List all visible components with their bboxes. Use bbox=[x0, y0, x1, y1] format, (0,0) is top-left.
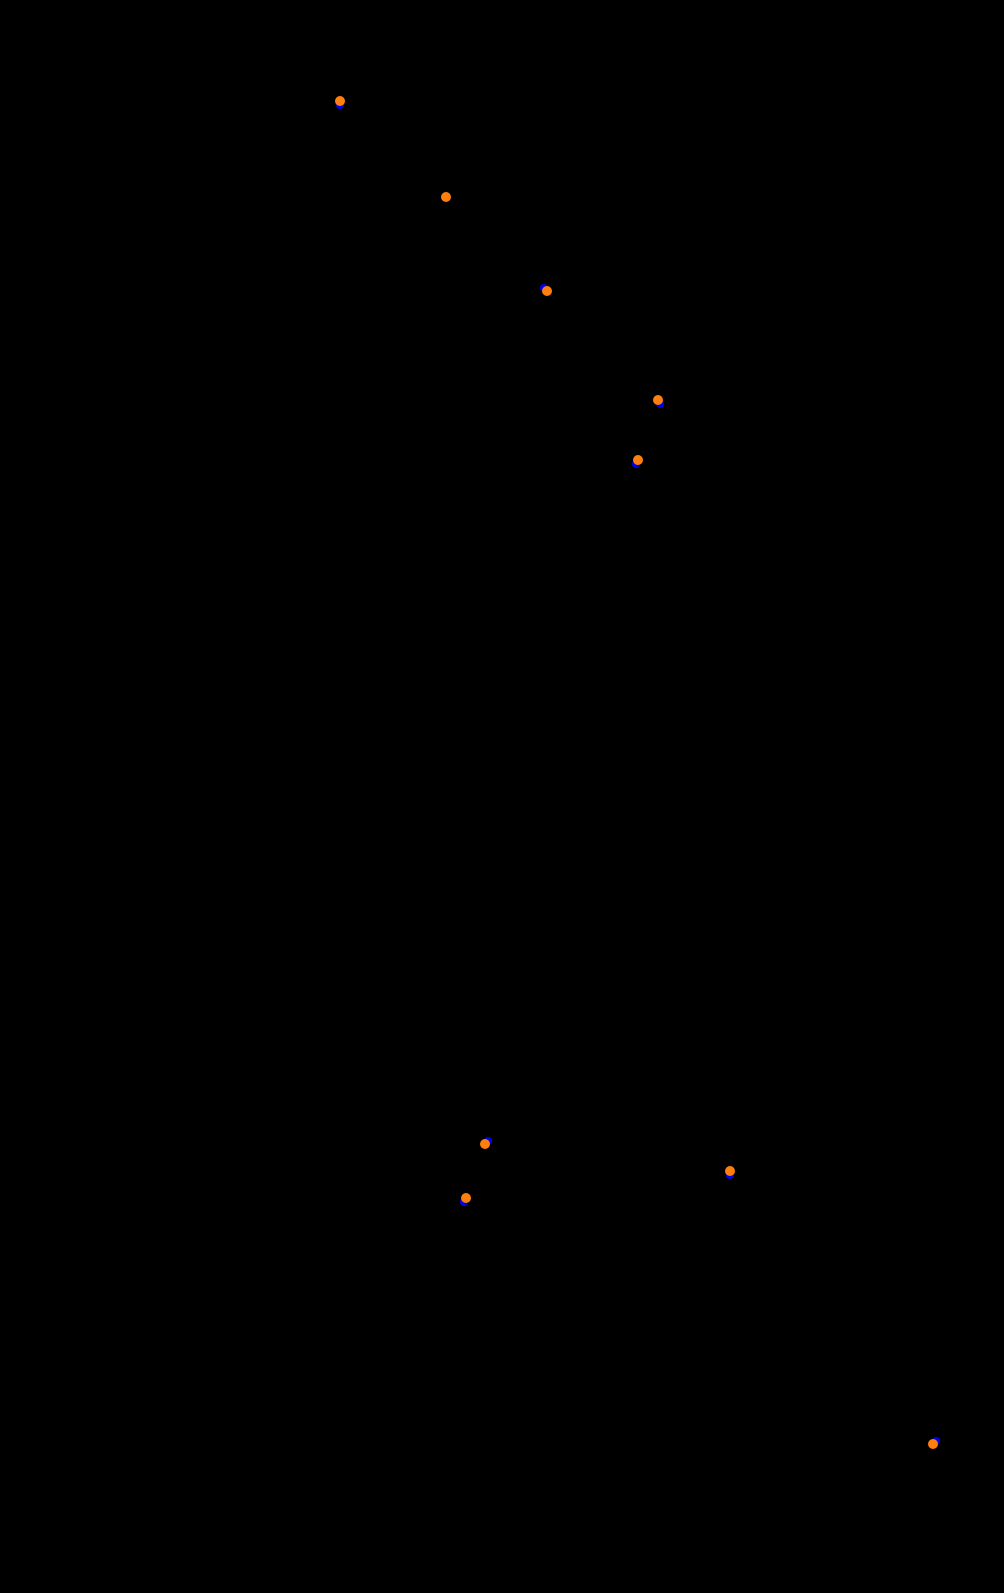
marker-primary-dot-icon[interactable] bbox=[441, 192, 451, 202]
marker-primary-dot-icon[interactable] bbox=[542, 286, 552, 296]
marker-primary-dot-icon[interactable] bbox=[725, 1166, 735, 1176]
marker-primary-dot-icon[interactable] bbox=[461, 1193, 471, 1203]
marker-primary-dot-icon[interactable] bbox=[633, 455, 643, 465]
marker-primary-dot-icon[interactable] bbox=[653, 395, 663, 405]
marker-primary-dot-icon[interactable] bbox=[928, 1439, 938, 1449]
marker-primary-dot-icon[interactable] bbox=[335, 96, 345, 106]
marker-primary-dot-icon[interactable] bbox=[480, 1139, 490, 1149]
